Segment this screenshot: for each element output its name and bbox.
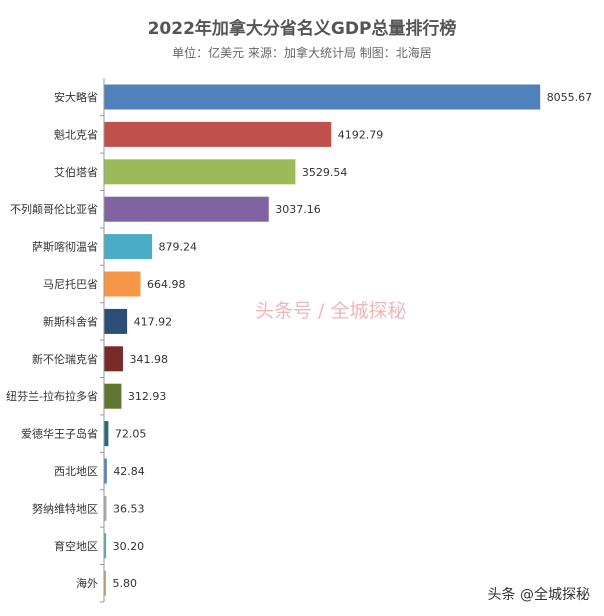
value-label: 36.53: [113, 502, 145, 515]
bar: [104, 121, 332, 147]
value-label: 5.80: [113, 577, 138, 590]
value-label: 3529.54: [302, 166, 348, 179]
category-label: 马尼托巴省: [43, 277, 98, 291]
category-label: 新不伦瑞克省: [32, 352, 98, 366]
value-label: 417.92: [134, 315, 173, 328]
chart-subtitle: 单位：亿美元 来源：加拿大统计局 制图：北海居: [172, 46, 432, 60]
credit-text: 头条 @全城探秘: [487, 587, 590, 603]
value-label: 72.05: [115, 428, 147, 441]
bar: [104, 533, 107, 559]
value-label: 8055.67: [547, 91, 593, 104]
bar: [104, 421, 109, 447]
bar: [104, 84, 541, 110]
value-label: 664.98: [147, 278, 186, 291]
bar: [104, 570, 106, 596]
category-label: 魁北克省: [54, 127, 98, 141]
value-label: 879.24: [159, 241, 198, 254]
value-label: 4192.79: [338, 128, 384, 141]
value-label: 3037.16: [275, 203, 321, 216]
category-label: 努纳维特地区: [32, 501, 98, 515]
category-label: 海外: [76, 576, 98, 590]
category-label: 不列颠哥伦比亚省: [10, 202, 98, 216]
watermark-text: 头条号 / 全城探秘: [255, 300, 407, 322]
category-label: 育空地区: [54, 539, 98, 553]
category-label: 西北地区: [54, 465, 98, 478]
bar: [104, 159, 296, 185]
category-label: 艾伯塔省: [54, 165, 98, 179]
bar: [104, 346, 123, 372]
value-label: 42.84: [113, 465, 145, 478]
category-label: 爱德华王子岛省: [21, 427, 98, 441]
category-label: 纽芬兰-拉布拉多省: [6, 389, 98, 403]
bar: [104, 308, 128, 334]
category-label: 安大略省: [54, 90, 98, 104]
chart-title: 2022年加拿大分省名义GDP总量排行榜: [147, 19, 457, 39]
category-label: 萨斯喀彻温省: [32, 241, 98, 254]
category-label: 新斯科舍省: [43, 314, 98, 328]
bar: [104, 495, 107, 521]
value-label: 312.93: [128, 390, 166, 403]
bar: [104, 234, 153, 260]
bar: [104, 271, 141, 297]
bar: [104, 458, 107, 484]
value-label: 30.20: [113, 540, 145, 553]
bar: [104, 383, 122, 409]
bar: [104, 196, 269, 222]
value-label: 341.98: [129, 353, 168, 366]
